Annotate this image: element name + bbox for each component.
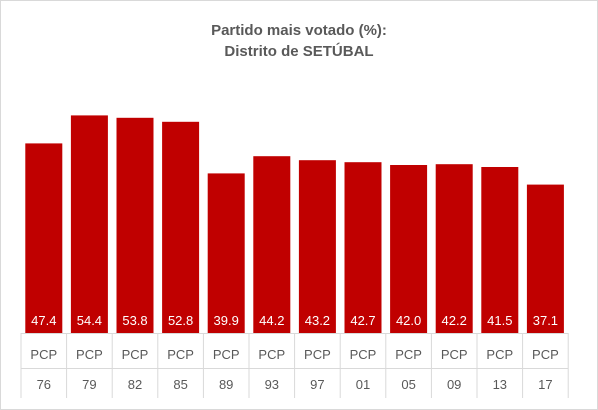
category-year-label: 85: [173, 377, 187, 392]
bar-85: [162, 121, 200, 333]
chart-title: Partido mais votado (%):: [211, 22, 387, 39]
bar-09: [435, 164, 473, 333]
bar-value-label: 42.2: [442, 313, 467, 328]
bar-value-label: 39.9: [214, 313, 239, 328]
chart-title-block: Partido mais votado (%): Distrito de SET…: [0, 20, 598, 62]
category-year-label: 05: [401, 377, 415, 392]
category-year-label: 13: [493, 377, 507, 392]
category-year-label: 97: [310, 377, 324, 392]
category-party-label: PCP: [30, 347, 57, 362]
bar-value-label: 43.2: [305, 313, 330, 328]
bar-value-label: 41.5: [487, 313, 512, 328]
category-party-label: PCP: [213, 347, 240, 362]
bar-value-label: 52.8: [168, 313, 193, 328]
bar-13: [481, 167, 519, 333]
category-year-label: 82: [128, 377, 142, 392]
category-year-label: 79: [82, 377, 96, 392]
bar-89: [207, 173, 245, 333]
category-year-label: 09: [447, 377, 461, 392]
category-year-label: 89: [219, 377, 233, 392]
category-party-label: PCP: [167, 347, 194, 362]
category-year-label: 01: [356, 377, 370, 392]
bar-82: [116, 117, 154, 333]
bar-value-label: 47.4: [31, 313, 56, 328]
bar-17: [526, 184, 564, 333]
category-year-label: 17: [538, 377, 552, 392]
bar-value-label: 42.0: [396, 313, 421, 328]
bar-05: [390, 165, 428, 333]
category-party-label: PCP: [258, 347, 285, 362]
category-party-label: PCP: [441, 347, 468, 362]
category-party-label: PCP: [122, 347, 149, 362]
bar-value-label: 53.8: [122, 313, 147, 328]
bar-value-label: 44.2: [259, 313, 284, 328]
bar-76: [25, 143, 63, 333]
bar-79: [70, 115, 108, 334]
category-year-label: 93: [265, 377, 279, 392]
bar-value-label: 54.4: [77, 313, 102, 328]
bar-value-label: 42.7: [350, 313, 375, 328]
bar-93: [253, 156, 291, 333]
category-party-label: PCP: [76, 347, 103, 362]
bar-value-label: 37.1: [533, 313, 558, 328]
chart-subtitle: Distrito de SETÚBAL: [224, 43, 374, 60]
category-party-label: PCP: [350, 347, 377, 362]
category-year-label: 76: [37, 377, 51, 392]
category-party-label: PCP: [486, 347, 513, 362]
category-party-label: PCP: [532, 347, 559, 362]
bar-97: [298, 160, 336, 333]
category-party-label: PCP: [304, 347, 331, 362]
bar-01: [344, 162, 382, 333]
category-party-label: PCP: [395, 347, 422, 362]
